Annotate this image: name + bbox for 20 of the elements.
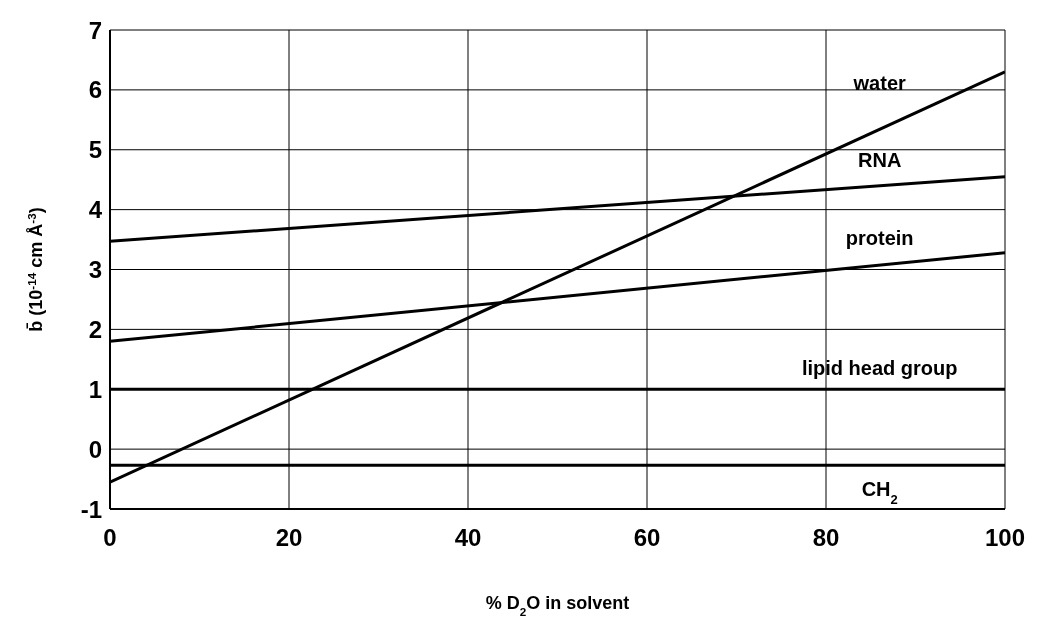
series-label: protein bbox=[845, 227, 914, 250]
x-tick-label: 80 bbox=[812, 524, 840, 552]
y-tick-label: 4 bbox=[88, 196, 103, 224]
x-tick-label: 100 bbox=[984, 524, 1026, 552]
series-label: CH$_{2}$ bbox=[861, 478, 898, 507]
y-tick-label: 0 bbox=[88, 435, 102, 463]
series-label: lipid head group bbox=[801, 356, 958, 379]
y-tick-label: 1 bbox=[88, 375, 102, 403]
y-tick-label: -1 bbox=[80, 495, 102, 523]
x-tick-label: 40 bbox=[454, 524, 482, 552]
x-tick-label: 20 bbox=[275, 524, 303, 552]
y-tick-label: 5 bbox=[88, 136, 102, 164]
series-label: RNA bbox=[858, 149, 902, 172]
y-tick-label: 6 bbox=[88, 76, 102, 104]
series-label: water bbox=[852, 72, 907, 95]
y-tick-label: 3 bbox=[88, 256, 102, 284]
x-tick-label: 60 bbox=[633, 524, 661, 552]
x-axis-title: % D$_{2}$O in solvent bbox=[485, 593, 630, 618]
y-tick-label: 2 bbox=[88, 315, 102, 343]
y-tick-label: 7 bbox=[88, 16, 102, 44]
